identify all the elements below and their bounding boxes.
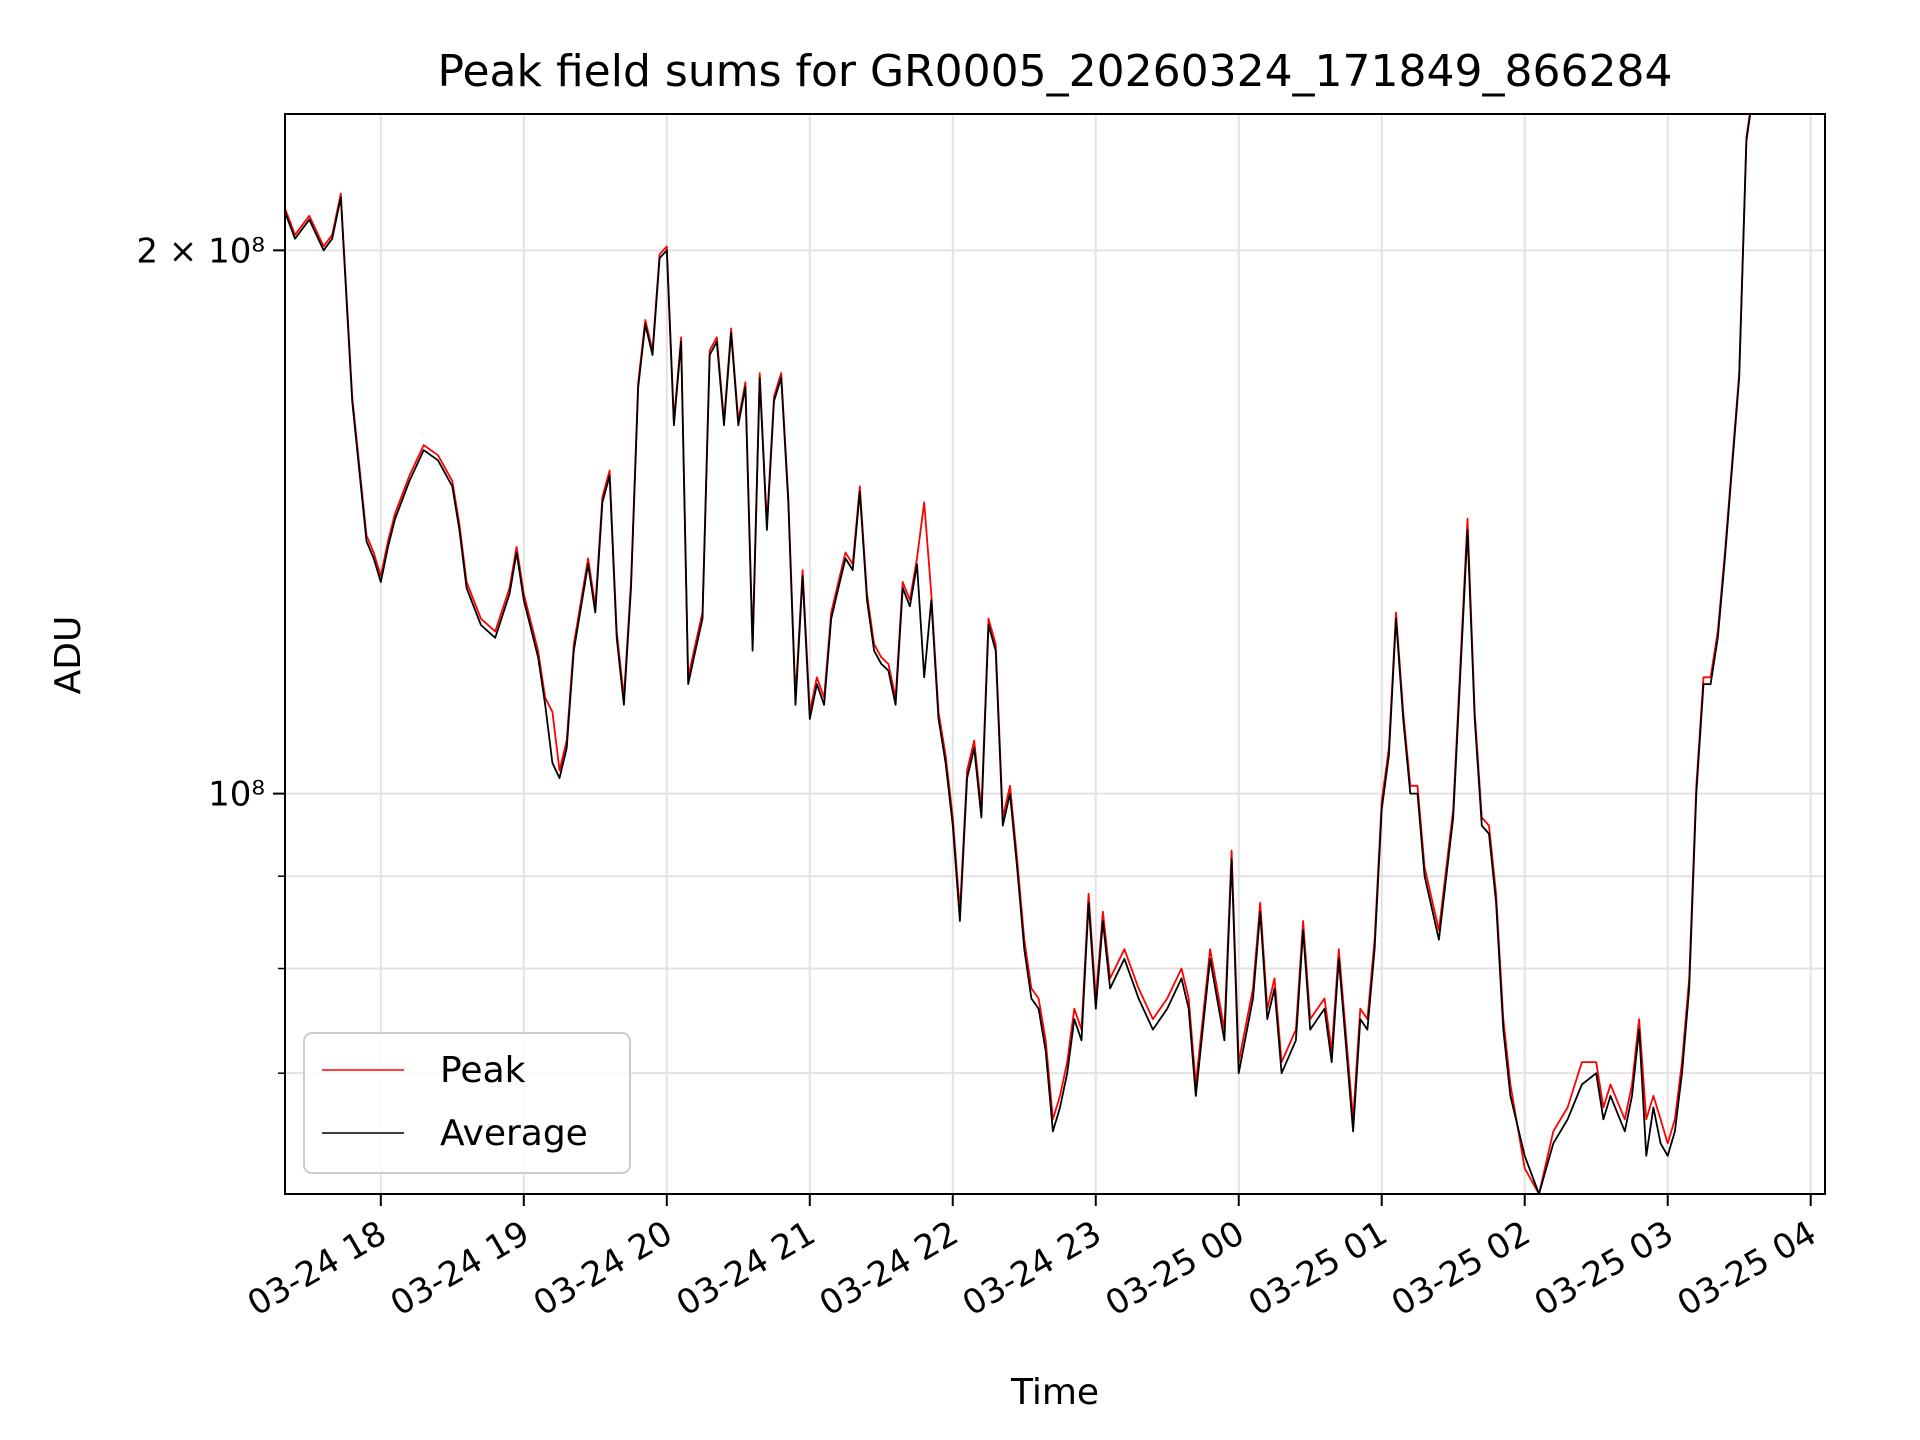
legend: Peak Average xyxy=(303,1032,631,1174)
plot-frame xyxy=(284,113,1826,1195)
y-axis-label: ADU xyxy=(48,616,89,695)
legend-box xyxy=(303,1032,631,1174)
series-line-average xyxy=(285,114,1752,1194)
chart-title: Peak field sums for GR0005_20260324_1718… xyxy=(438,46,1673,97)
legend-label-peak: Peak xyxy=(440,1050,526,1091)
y-tick-label: 10⁸ xyxy=(208,775,265,815)
legend-label-average: Average xyxy=(440,1113,588,1154)
y-tick-label: 2 × 10⁸ xyxy=(136,231,265,271)
series-layer xyxy=(285,114,1752,1194)
x-axis-label: Time xyxy=(1010,1372,1099,1413)
